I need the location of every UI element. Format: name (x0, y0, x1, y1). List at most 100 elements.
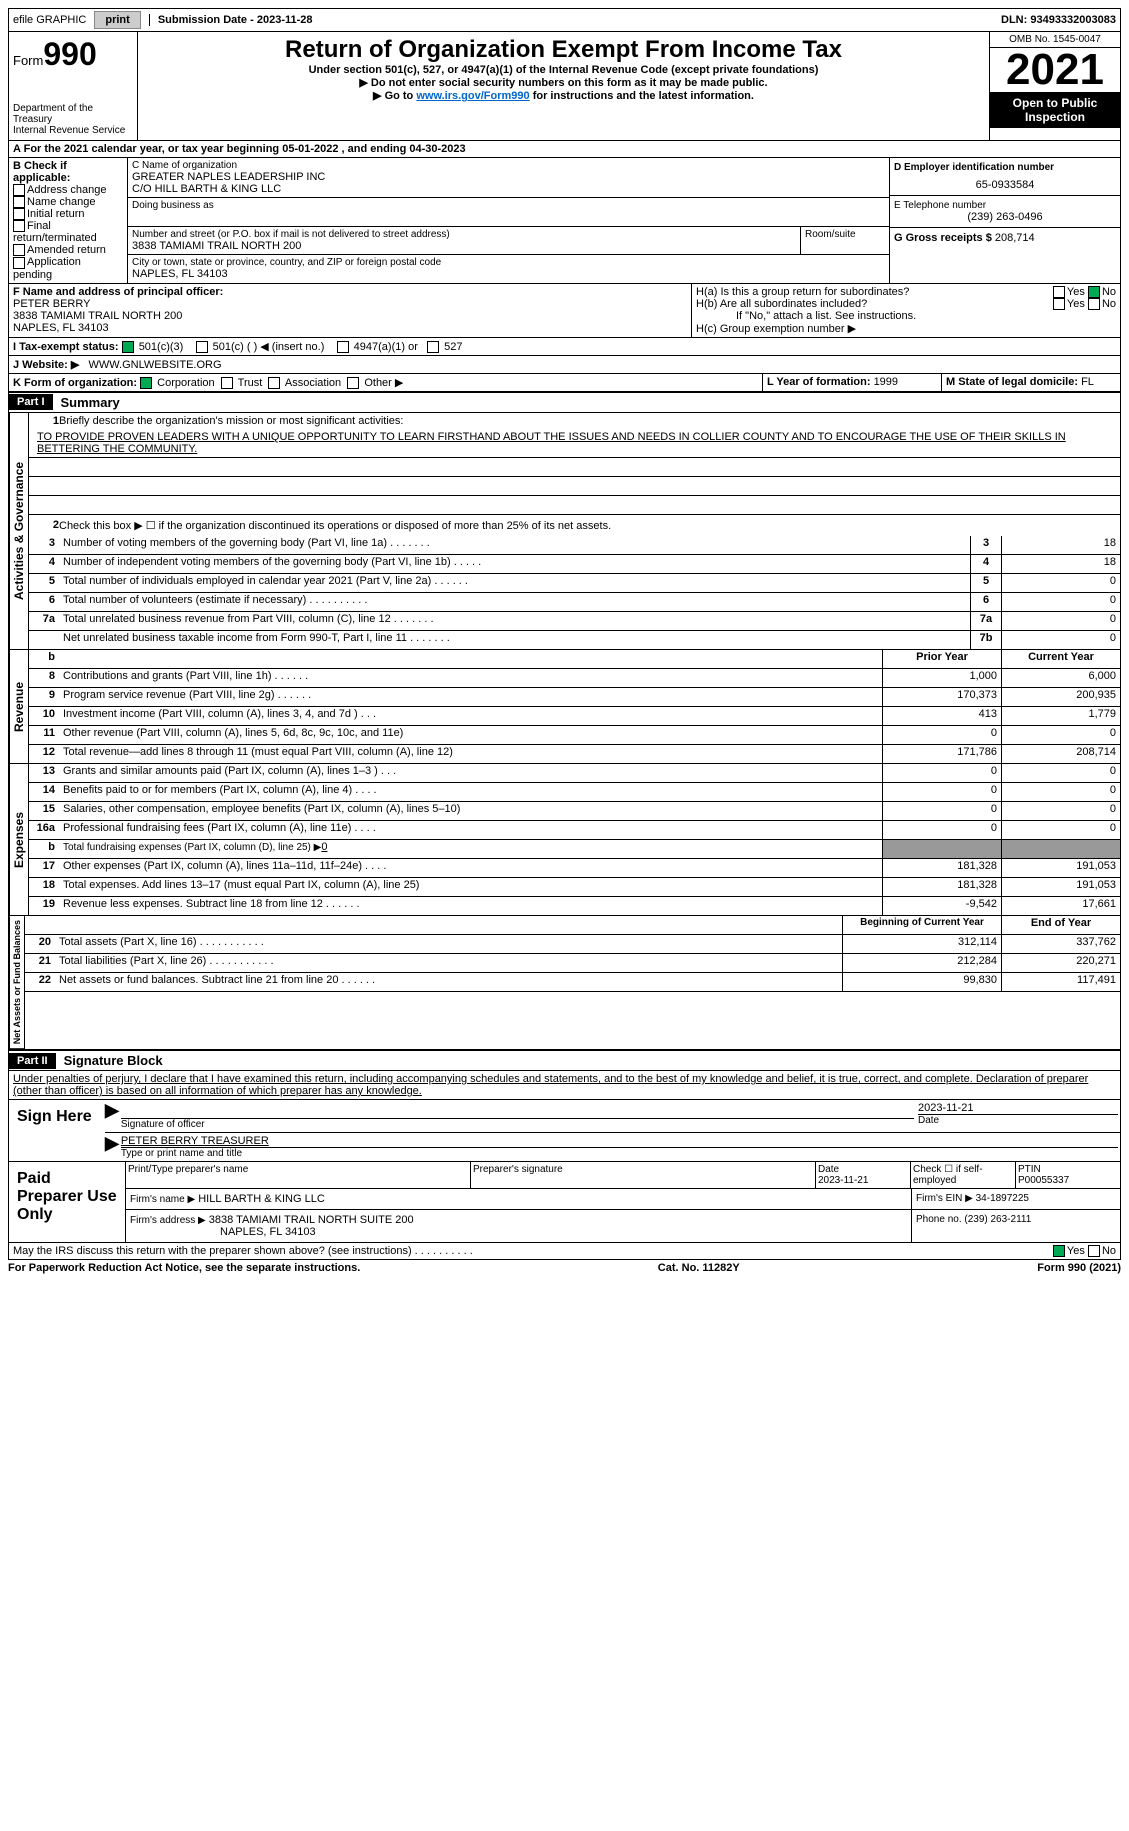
line-1-label: Briefly describe the organization's miss… (59, 415, 1112, 427)
year-formation-label: L Year of formation: (767, 376, 874, 388)
cb-other[interactable] (347, 377, 359, 389)
org-name-label: C Name of organization (132, 160, 885, 171)
irs-label: Internal Revenue Service (13, 125, 133, 136)
cb-amended[interactable]: Amended return (13, 244, 123, 256)
state-value: FL (1081, 376, 1094, 388)
dba-label: Doing business as (132, 200, 885, 211)
part-2-header: Part II Signature Block (8, 1050, 1121, 1071)
may-discuss: May the IRS discuss this return with the… (8, 1243, 1121, 1260)
cb-501c3[interactable] (122, 341, 134, 353)
officer-name: PETER BERRY (13, 298, 687, 310)
type-name-label: Type or print name and title (121, 1147, 1118, 1159)
sig-date: 2023-11-21 (918, 1102, 1118, 1114)
prep-date: Date2023-11-21 (816, 1162, 911, 1188)
state-label: M State of legal domicile: (946, 376, 1081, 388)
room-label: Room/suite (800, 227, 889, 254)
officer-city: NAPLES, FL 34103 (13, 322, 687, 334)
subtitle-1: Under section 501(c), 527, or 4947(a)(1)… (142, 64, 985, 76)
firm-phone: Phone no. (239) 263-2111 (911, 1210, 1120, 1242)
mission-text: TO PROVIDE PROVEN LEADERS WITH A UNIQUE … (29, 429, 1120, 458)
efile-label: efile GRAPHIC (13, 14, 86, 26)
subtitle-3: ▶ Go to www.irs.gov/Form990 for instruct… (142, 89, 985, 102)
h-b: H(b) Are all subordinates included? Yes … (696, 298, 1116, 310)
print-button[interactable]: print (94, 11, 140, 29)
website-value: WWW.GNLWEBSITE.ORG (89, 359, 222, 371)
cb-4947[interactable] (337, 341, 349, 353)
paid-preparer-label: Paid Preparer Use Only (9, 1162, 125, 1242)
prep-sig-label: Preparer's signature (471, 1162, 816, 1188)
line-2-label: Check this box ▶ ☐ if the organization d… (59, 519, 1112, 532)
officer-label: F Name and address of principal officer: (13, 286, 687, 298)
addr-label: Number and street (or P.O. box if mail i… (132, 229, 796, 240)
gross-value: 208,714 (995, 232, 1035, 244)
part-1-header: Part I Summary (8, 392, 1121, 413)
prior-year-hdr: Prior Year (882, 650, 1001, 668)
sig-date-label: Date (918, 1114, 1118, 1126)
website-label: J Website: ▶ (13, 359, 79, 371)
line-1-num: 1 (37, 415, 59, 427)
dln: DLN: 93493332003083 (1001, 14, 1116, 26)
prep-self-emp: Check ☐ if self-employed (911, 1162, 1016, 1188)
prep-ptin: PTINP00055337 (1016, 1162, 1120, 1188)
arrow-icon: ▶ (105, 1100, 119, 1132)
arrow-icon-2: ▶ (105, 1133, 119, 1161)
end-year-hdr: End of Year (1001, 916, 1120, 934)
org-name: GREATER NAPLES LEADERSHIP INC (132, 171, 885, 183)
form-footer: Form 990 (2021) (1037, 1262, 1121, 1274)
org-address: 3838 TAMIAMI TRAIL NORTH 200 (132, 240, 796, 252)
begin-year-hdr: Beginning of Current Year (842, 916, 1001, 934)
cb-assoc[interactable] (268, 377, 280, 389)
sig-officer-label: Signature of officer (121, 1118, 914, 1130)
prep-name-label: Print/Type preparer's name (126, 1162, 471, 1188)
h-b-note: If "No," attach a list. See instructions… (696, 310, 1116, 322)
cb-501c[interactable] (196, 341, 208, 353)
officer-printed: PETER BERRY TREASURER (121, 1135, 1118, 1147)
form-header: Form990 Department of the Treasury Inter… (8, 32, 1121, 141)
cb-trust[interactable] (221, 377, 233, 389)
penalties-text: Under penalties of perjury, I declare th… (8, 1071, 1121, 1099)
cb-initial-return[interactable]: Initial return (13, 208, 123, 220)
year-formation: 1999 (874, 376, 898, 388)
line-2-num: 2 (37, 519, 59, 532)
cb-address-change[interactable]: Address change (13, 184, 123, 196)
ein-label: D Employer identification number (894, 162, 1116, 173)
firm-ein: Firm's EIN ▶ 34-1897225 (911, 1189, 1120, 1209)
dept-label: Department of the Treasury (13, 103, 133, 125)
tax-year: 2021 (990, 48, 1120, 92)
tab-activities: Activities & Governance (9, 413, 29, 650)
submission-label: Submission Date - 2023-11-28 (149, 14, 313, 26)
top-toolbar: efile GRAPHIC print Submission Date - 20… (8, 8, 1121, 32)
firm-name: Firm's name ▶ HILL BARTH & KING LLC (126, 1189, 911, 1209)
city-label: City or town, state or province, country… (132, 257, 885, 268)
ein-value: 65-0933584 (894, 173, 1116, 191)
open-inspection: Open to Public Inspection (990, 92, 1120, 128)
tab-expenses: Expenses (9, 764, 29, 916)
org-city: NAPLES, FL 34103 (132, 268, 885, 280)
phone-value: (239) 263-0496 (894, 211, 1116, 223)
cb-final-return[interactable]: Final return/terminated (13, 220, 123, 244)
pra-notice: For Paperwork Reduction Act Notice, see … (8, 1262, 360, 1274)
irs-link[interactable]: www.irs.gov/Form990 (416, 90, 529, 102)
h-c: H(c) Group exemption number ▶ (696, 322, 1116, 335)
org-name-2: C/O HILL BARTH & KING LLC (132, 183, 885, 195)
subtitle-2: ▶ Do not enter social security numbers o… (142, 76, 985, 89)
form-number: Form990 (13, 36, 133, 73)
form-org-label: K Form of organization: (13, 377, 137, 389)
h-a: H(a) Is this a group return for subordin… (696, 286, 1116, 298)
officer-addr: 3838 TAMIAMI TRAIL NORTH 200 (13, 310, 687, 322)
current-year-hdr: Current Year (1001, 650, 1120, 668)
section-a: A For the 2021 calendar year, or tax yea… (8, 141, 1121, 158)
cat-no: Cat. No. 11282Y (658, 1262, 740, 1274)
phone-label: E Telephone number (894, 200, 1116, 211)
cb-527[interactable] (427, 341, 439, 353)
cb-corp[interactable] (140, 377, 152, 389)
tab-revenue: Revenue (9, 650, 29, 764)
firm-addr: Firm's address ▶ 3838 TAMIAMI TRAIL NORT… (126, 1210, 911, 1242)
cb-name-change[interactable]: Name change (13, 196, 123, 208)
section-b-label: B Check if applicable: (13, 160, 123, 184)
tab-net-assets: Net Assets or Fund Balances (9, 916, 25, 1049)
cb-pending[interactable]: Application pending (13, 256, 123, 280)
tax-status-label: I Tax-exempt status: (13, 341, 119, 353)
form-title: Return of Organization Exempt From Incom… (142, 36, 985, 64)
gross-label: G Gross receipts $ (894, 232, 995, 244)
